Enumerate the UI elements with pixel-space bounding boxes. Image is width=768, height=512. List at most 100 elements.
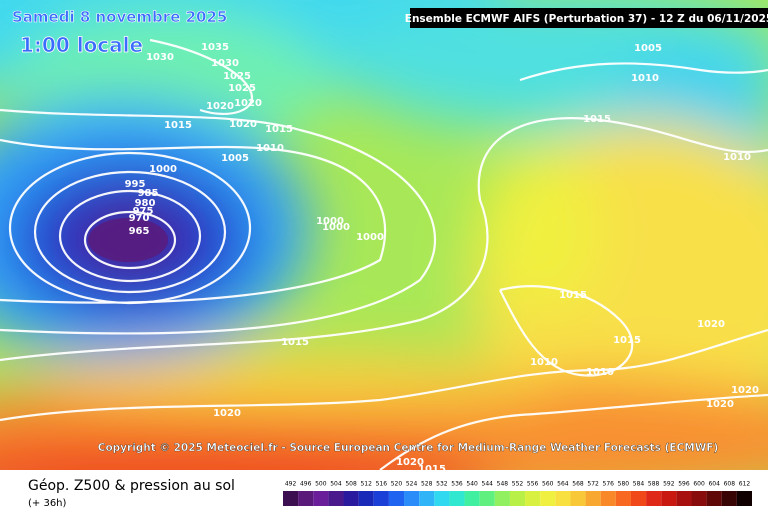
scale-label: 556 xyxy=(527,481,539,488)
isobars xyxy=(0,38,768,470)
scale-swatch xyxy=(373,491,389,506)
scale-label: 584 xyxy=(633,481,645,488)
scale-label: 504 xyxy=(330,481,342,488)
scale-label: 496 xyxy=(300,481,312,488)
isobar-label: 1010 xyxy=(631,73,659,84)
scale-swatch xyxy=(736,491,752,506)
scale-label: 520 xyxy=(391,481,403,488)
isobar-label: 1000 xyxy=(149,164,177,175)
isobar-label: 1020 xyxy=(396,457,424,468)
scale-label: 532 xyxy=(436,481,448,488)
scale-label: 500 xyxy=(315,481,327,488)
map-time: 1:00 locale xyxy=(20,33,143,57)
scale-label: 516 xyxy=(376,481,388,488)
scale-swatch xyxy=(661,491,677,506)
scale-label: 540 xyxy=(466,481,478,488)
isobar-label: 1010 xyxy=(586,367,614,378)
isobar-label: 1015 xyxy=(164,120,192,131)
isobar-label: 985 xyxy=(138,188,159,199)
isobar-label: 1005 xyxy=(634,43,662,54)
scale-label: 600 xyxy=(693,481,705,488)
isobar-label: 965 xyxy=(129,226,150,237)
scale-label: 508 xyxy=(345,481,357,488)
scale-label: 564 xyxy=(557,481,569,488)
scale-swatch xyxy=(525,491,541,506)
isobar-label: 1020 xyxy=(213,408,241,419)
scale-swatch xyxy=(630,491,647,506)
scale-swatch xyxy=(646,491,662,506)
isobar-label: 1000 xyxy=(356,232,384,243)
scale-swatch xyxy=(615,491,631,506)
isobar-label: 975 xyxy=(133,206,154,217)
scale-label: 544 xyxy=(482,481,494,488)
isobar-label: 1015 xyxy=(265,124,293,135)
scale-swatch xyxy=(313,491,329,506)
color-scale: 492 496 500 504 508 512 516 520 524 528 532 536 540 5… xyxy=(283,481,752,506)
scale-swatch xyxy=(343,491,359,506)
scale-label: 604 xyxy=(708,481,720,488)
scale-label: 512 xyxy=(360,481,372,488)
isobar-label: 1025 xyxy=(228,83,256,94)
isobar-label: 1015 xyxy=(281,337,309,348)
scale-label: 568 xyxy=(572,481,584,488)
scale-swatch xyxy=(283,491,299,506)
scale-swatch xyxy=(494,491,510,506)
scale-swatch xyxy=(388,491,405,506)
isobar-label: 1020 xyxy=(697,319,725,330)
scale-label: 560 xyxy=(542,481,554,488)
scale-swatch xyxy=(479,491,495,506)
scale-swatch xyxy=(555,491,571,506)
isobar-label: 1020 xyxy=(731,385,759,396)
isobar-label: 1000 xyxy=(322,222,350,233)
model-banner xyxy=(410,8,768,28)
scale-swatch xyxy=(358,491,374,506)
scale-swatch xyxy=(676,491,692,506)
scale-swatch xyxy=(404,491,420,506)
isobar-label: 970 xyxy=(129,213,150,224)
isobar-label: 1020 xyxy=(229,119,257,130)
isobar-label: 1030 xyxy=(146,52,174,63)
isobar-label: 1015 xyxy=(418,464,446,475)
isobar-label: 1010 xyxy=(723,152,751,163)
isobar-label: 1025 xyxy=(223,71,251,82)
isobar-label: 980 xyxy=(135,198,156,209)
scale-swatch xyxy=(419,491,435,506)
isobar-label: 1015 xyxy=(559,290,587,301)
scale-swatch xyxy=(600,491,616,506)
scale-swatch xyxy=(464,491,480,506)
scale-swatch xyxy=(570,491,586,506)
scale-label: 576 xyxy=(603,481,615,488)
isobar-label: 1010 xyxy=(256,143,284,154)
scale-label: 492 xyxy=(285,481,297,488)
isobar-label: 1020 xyxy=(206,101,234,112)
scale-swatch xyxy=(691,491,707,506)
scale-label: 608 xyxy=(724,481,736,488)
isobar-label: 1015 xyxy=(613,335,641,346)
scale-label: 592 xyxy=(663,481,675,488)
isobar-label: 1010 xyxy=(530,357,558,368)
scale-swatch xyxy=(298,491,314,506)
scale-label: 552 xyxy=(512,481,524,488)
scale-swatch xyxy=(585,491,601,506)
scale-label: 596 xyxy=(678,481,690,488)
scale-swatch xyxy=(721,491,737,506)
scale-label: 580 xyxy=(618,481,630,488)
isobar-label: 1015 xyxy=(583,114,611,125)
scale-swatch xyxy=(540,491,556,506)
scale-label: 612 xyxy=(739,481,751,488)
footer-subtitle: (+ 36h) xyxy=(28,498,67,509)
copyright: Copyright © 2025 Meteociel.fr - Source E… xyxy=(98,442,719,454)
scale-label: 572 xyxy=(587,481,599,488)
model-info: Ensemble ECMWF AIFS (Perturbation 37) - … xyxy=(405,13,768,25)
footer-title: Géop. Z500 & pression au sol xyxy=(28,478,235,494)
isobar-label: 1020 xyxy=(234,98,262,109)
isobar-label: 995 xyxy=(125,179,146,190)
scale-label: 588 xyxy=(648,481,660,488)
scale-swatch xyxy=(509,491,526,506)
isobar-label: 1030 xyxy=(211,58,239,69)
scale-label: 536 xyxy=(451,481,463,488)
scale-swatch xyxy=(706,491,722,506)
scale-swatch xyxy=(328,491,344,506)
